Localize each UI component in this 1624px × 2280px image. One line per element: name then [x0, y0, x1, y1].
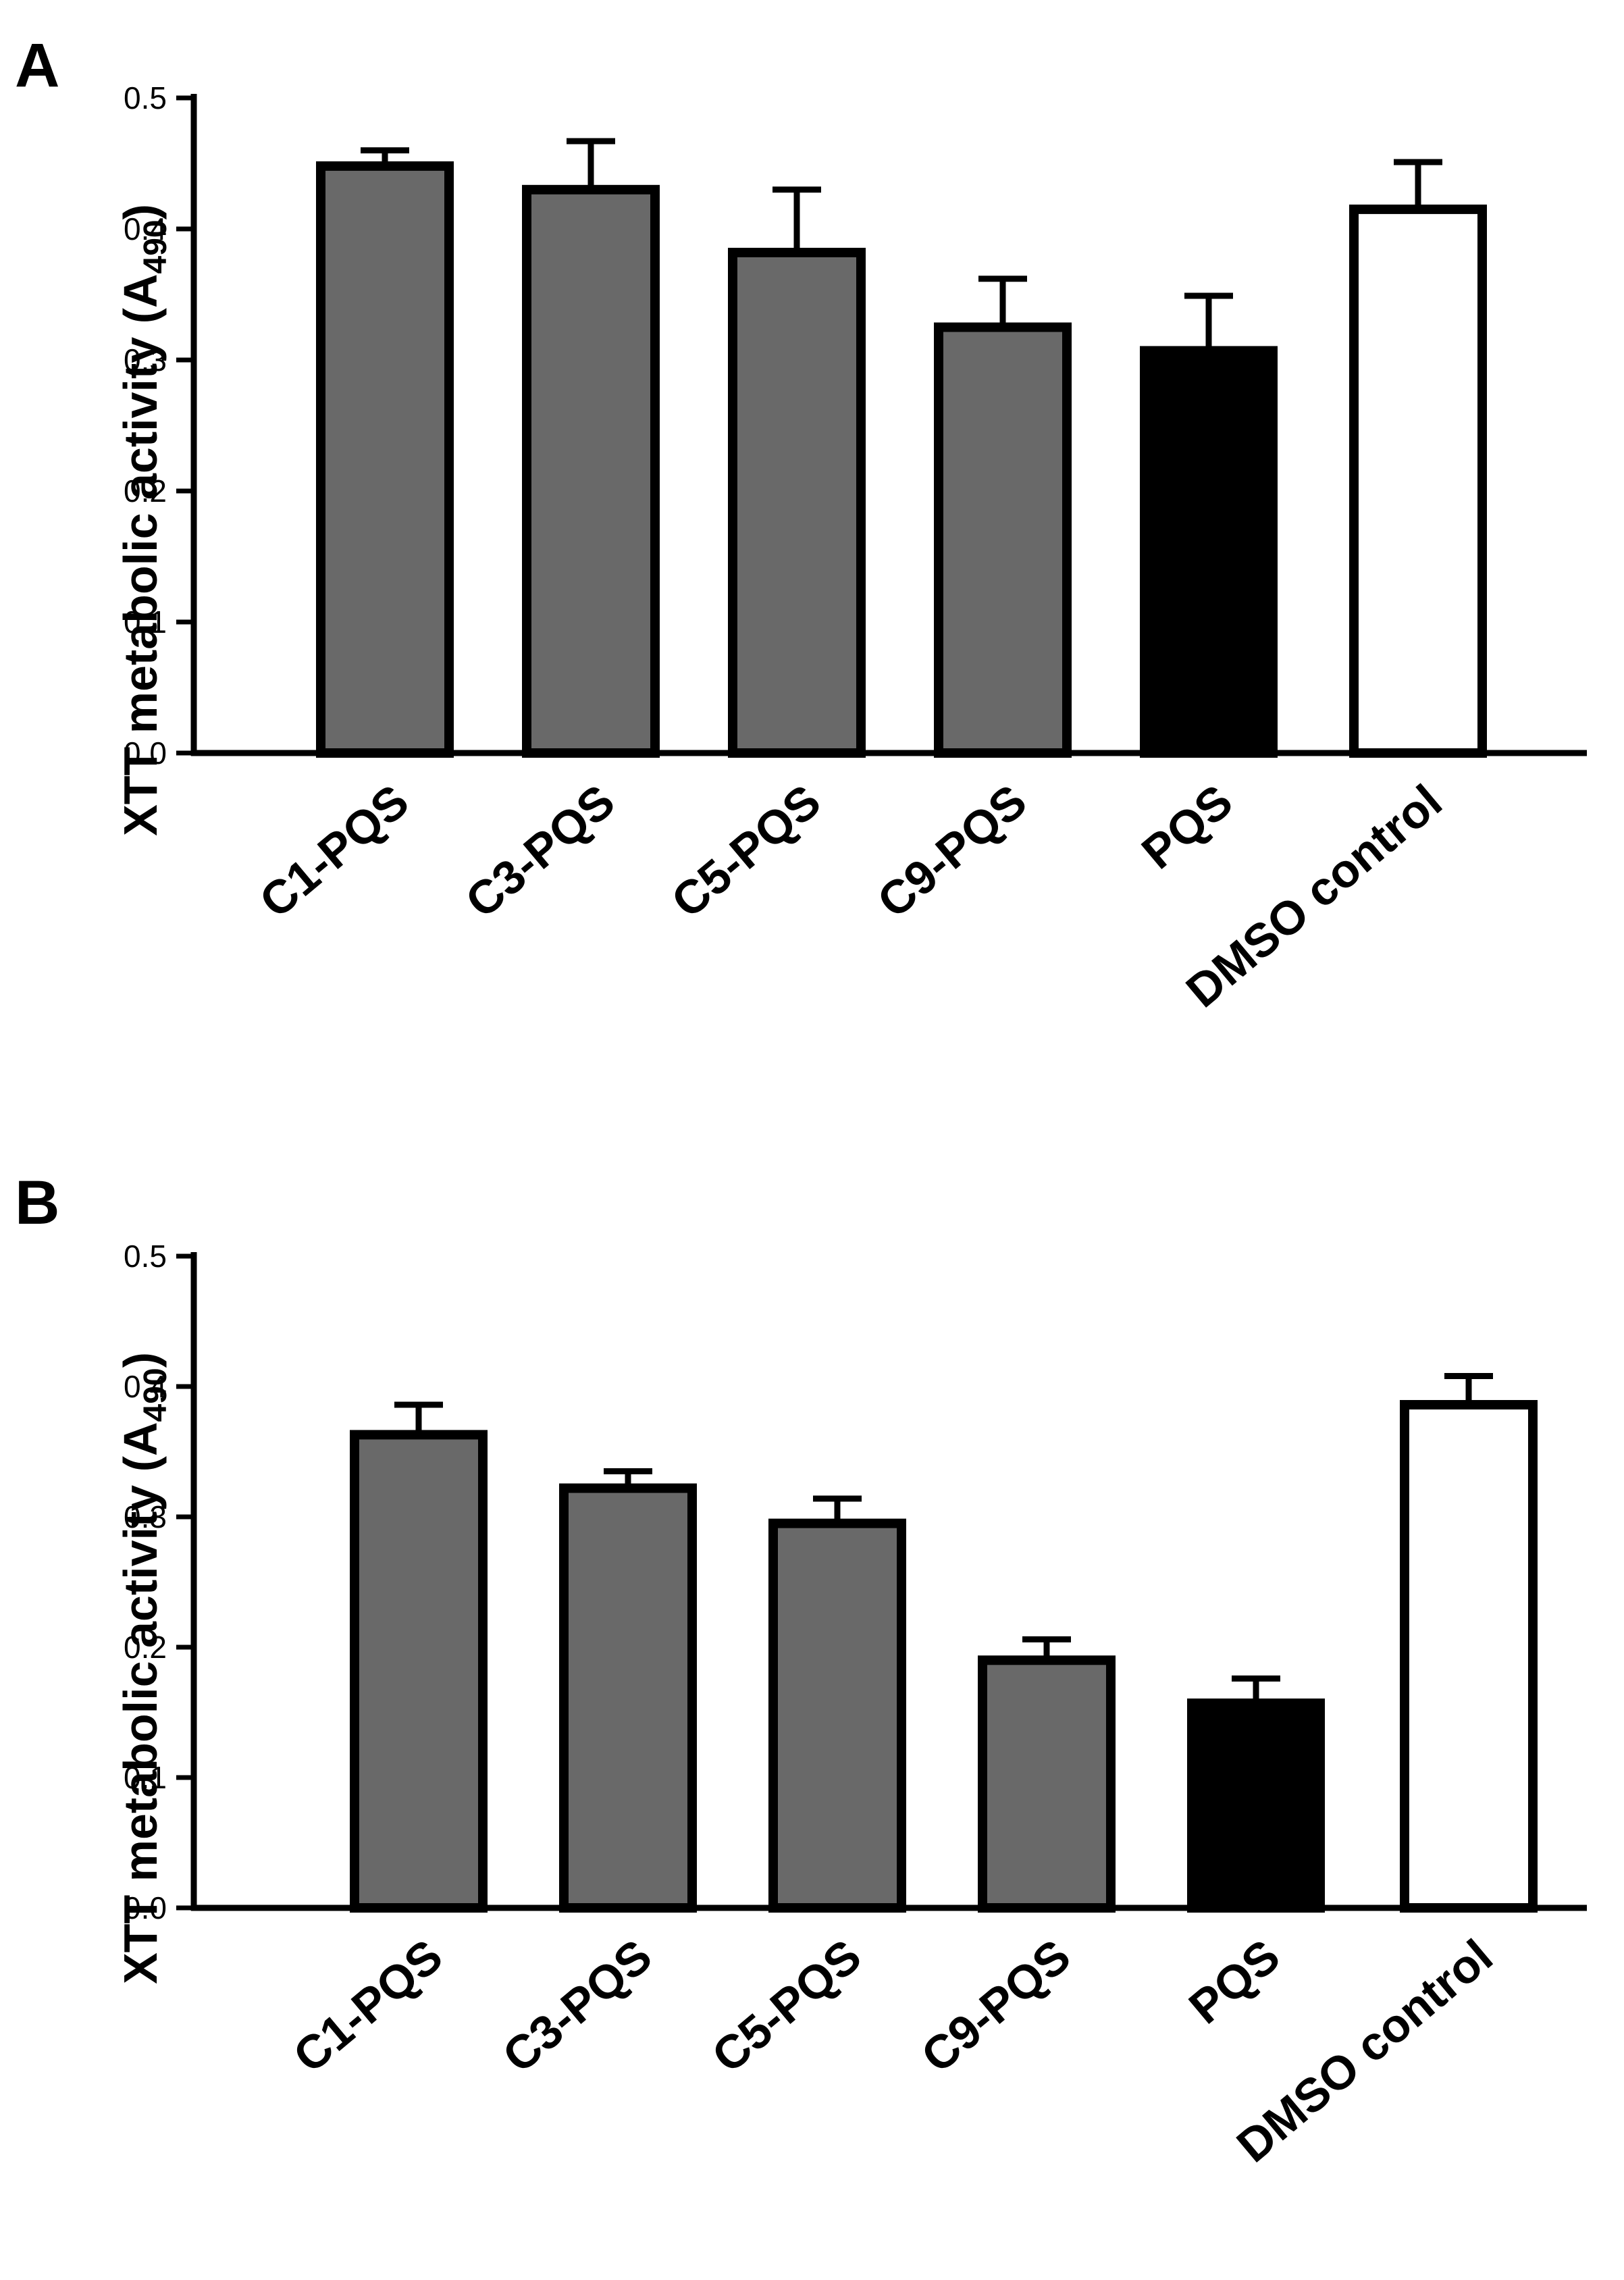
bar [1140, 346, 1278, 758]
category-label: PQS [1179, 1929, 1289, 2034]
y-tick-label: 0.1 [124, 604, 167, 640]
bar [978, 1655, 1116, 1913]
y-ticks: 0.0 0.1 0.2 0.3 0.4 0.5 [124, 1239, 194, 1925]
bar [1400, 1400, 1538, 1913]
bar [316, 161, 454, 758]
error-bars [361, 138, 1442, 351]
bar [1349, 204, 1487, 758]
bar [768, 1518, 906, 1913]
chart-panel-b: B XTT metabolic activity (A490) 0.00.10.… [15, 1168, 1587, 2172]
y-tick-label: 0.1 [124, 1760, 167, 1795]
y-tick-label: 0.5 [124, 80, 167, 115]
panel-label: B [15, 1168, 59, 1237]
y-tick-label: 0.4 [124, 211, 167, 247]
y-tick-label: 0.3 [124, 1499, 167, 1534]
y-axis-label: XTT metabolic activity (A490) [114, 1352, 174, 1984]
y-tick-label: 0.0 [124, 735, 167, 771]
category-label: C1-PQS [284, 1929, 452, 2083]
panel-label: A [15, 31, 59, 100]
bar [934, 322, 1072, 758]
category-label: PQS [1132, 775, 1242, 879]
bar [1187, 1698, 1325, 1913]
category-label: C5-PQS [702, 1929, 871, 2083]
bars [350, 1400, 1538, 1913]
category-label: C9-PQS [912, 1929, 1080, 2083]
category-label: C9-PQS [868, 775, 1037, 928]
y-tick-label: 0.0 [124, 1890, 167, 1925]
y-tick-label: 0.2 [124, 1630, 167, 1665]
y-axis-label: XTT metabolic activity (A490) [114, 204, 174, 836]
bars [316, 161, 1487, 758]
chart-panel-a: A XTT metabolic activity (A490) 0.00.10.… [15, 31, 1587, 1017]
bar [728, 247, 866, 758]
category-label: C5-PQS [662, 775, 831, 928]
category-label: C1-PQS [250, 775, 419, 928]
bar [559, 1483, 697, 1913]
y-tick-label: 0.2 [124, 473, 167, 509]
y-ticks: 0.0 0.1 0.2 0.3 0.4 0.5 [124, 80, 194, 771]
bar [350, 1430, 488, 1913]
y-tick-label: 0.5 [124, 1239, 167, 1274]
bar [522, 184, 660, 758]
category-label: C3-PQS [493, 1929, 662, 2083]
category-label: C3-PQS [456, 775, 625, 928]
y-tick-label: 0.3 [124, 342, 167, 378]
y-tick-label: 0.4 [124, 1369, 167, 1404]
